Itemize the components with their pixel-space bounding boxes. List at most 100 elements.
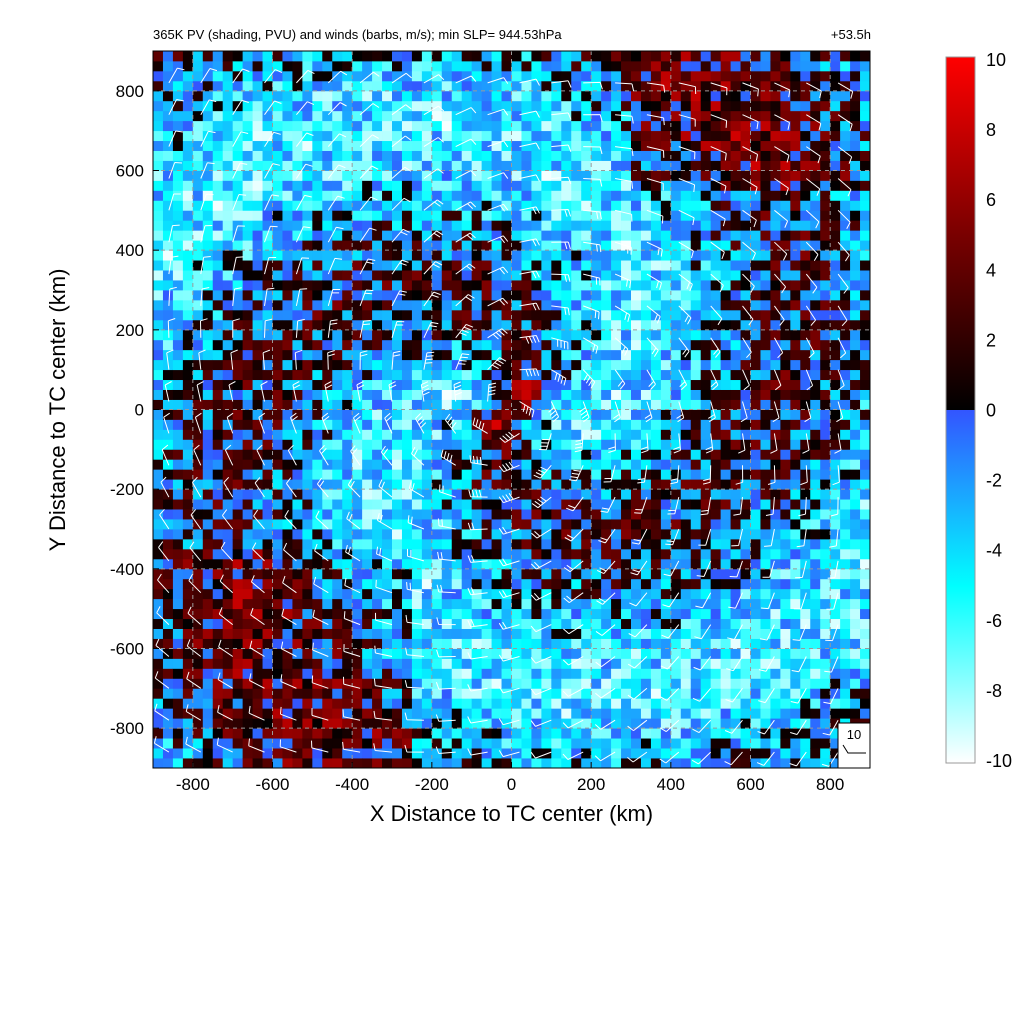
pv-cell <box>352 90 363 102</box>
pv-cell <box>411 718 423 729</box>
pv-cell <box>511 479 522 490</box>
pv-cell <box>760 519 771 530</box>
pv-cell <box>800 598 811 610</box>
pv-cell <box>541 299 552 311</box>
pv-cell <box>401 678 413 689</box>
pv-cell <box>680 299 692 311</box>
pv-cell <box>441 230 453 241</box>
pv-cell <box>302 210 313 221</box>
pv-cell <box>631 349 642 361</box>
pv-cell <box>830 240 841 251</box>
pv-cell <box>770 499 781 510</box>
pv-cell <box>232 688 244 699</box>
pv-cell <box>601 160 612 171</box>
pv-cell <box>690 220 702 231</box>
pv-cell <box>222 299 234 311</box>
pv-cell <box>551 429 562 440</box>
pv-cell <box>531 290 542 301</box>
pv-cell <box>431 588 443 600</box>
pv-cell <box>401 240 413 251</box>
pv-cell <box>272 210 283 221</box>
pv-cell <box>332 449 343 460</box>
pv-cell <box>421 260 433 271</box>
pv-cell <box>501 120 512 132</box>
pv-cell <box>451 130 463 142</box>
pv-cell <box>262 658 273 669</box>
pv-cell <box>182 479 194 490</box>
pv-cell <box>242 399 253 410</box>
pv-cell <box>222 618 234 629</box>
pv-cell <box>541 319 552 331</box>
pv-cell <box>720 200 731 211</box>
pv-cell <box>800 668 811 679</box>
pv-cell <box>212 170 224 181</box>
pv-cell <box>780 60 791 72</box>
pv-cell <box>820 658 831 669</box>
pv-cell <box>441 538 453 550</box>
pv-cell <box>431 708 443 719</box>
pv-cell <box>740 299 751 311</box>
pv-cell <box>153 748 164 759</box>
pv-cell <box>252 538 263 550</box>
pv-cell <box>730 379 741 390</box>
pv-cell <box>382 678 393 689</box>
pv-cell <box>431 160 443 171</box>
pv-cell <box>760 638 771 649</box>
pv-cell <box>411 399 423 410</box>
pv-cell <box>212 728 224 739</box>
pv-cell <box>491 220 502 231</box>
pv-cell <box>670 499 682 510</box>
pv-cell <box>302 668 313 679</box>
pv-cell <box>262 359 273 371</box>
pv-cell <box>322 339 333 351</box>
pv-cell <box>720 489 731 500</box>
pv-cell <box>441 648 453 659</box>
pv-cell <box>392 60 403 72</box>
pv-cell <box>800 319 811 331</box>
pv-cell <box>640 160 652 171</box>
pv-cell <box>262 738 273 749</box>
pv-cell <box>392 588 403 600</box>
pv-cell <box>830 558 841 570</box>
pv-cell <box>451 439 463 450</box>
pv-cell <box>441 60 453 72</box>
pv-cell <box>551 220 562 231</box>
pv-cell <box>760 628 771 639</box>
pv-cell <box>431 728 443 739</box>
pv-cell <box>650 200 662 211</box>
pv-cell <box>491 409 502 420</box>
pv-cell <box>401 618 413 629</box>
pv-cell <box>750 329 761 341</box>
pv-cell <box>750 588 761 600</box>
pv-cell <box>441 439 453 450</box>
pv-cell <box>272 678 283 689</box>
pv-cell <box>411 90 423 102</box>
pv-cell <box>710 180 722 191</box>
pv-cell <box>362 110 373 122</box>
pv-cell <box>770 359 781 371</box>
pv-cell <box>660 260 672 271</box>
pv-cell <box>521 90 532 102</box>
pv-cell <box>471 708 483 719</box>
pv-cell <box>372 668 383 679</box>
pv-cell <box>282 160 293 171</box>
pv-cell <box>242 439 253 450</box>
pv-cell <box>531 120 542 132</box>
pv-cell <box>352 230 363 241</box>
pv-cell <box>561 459 572 470</box>
pv-cell <box>172 270 184 281</box>
pv-cell <box>212 638 224 649</box>
pv-cell <box>740 658 751 669</box>
pv-cell <box>640 628 652 639</box>
pv-cell <box>242 598 253 610</box>
pv-cell <box>670 538 682 550</box>
pv-cell <box>690 558 702 570</box>
pv-cell <box>561 548 572 560</box>
pv-cell <box>153 319 164 331</box>
pv-cell <box>362 419 373 430</box>
pv-cell <box>431 359 443 371</box>
pv-cell <box>541 708 552 719</box>
pv-cell <box>740 120 751 132</box>
pv-cell <box>302 588 313 600</box>
pv-cell <box>212 708 224 719</box>
